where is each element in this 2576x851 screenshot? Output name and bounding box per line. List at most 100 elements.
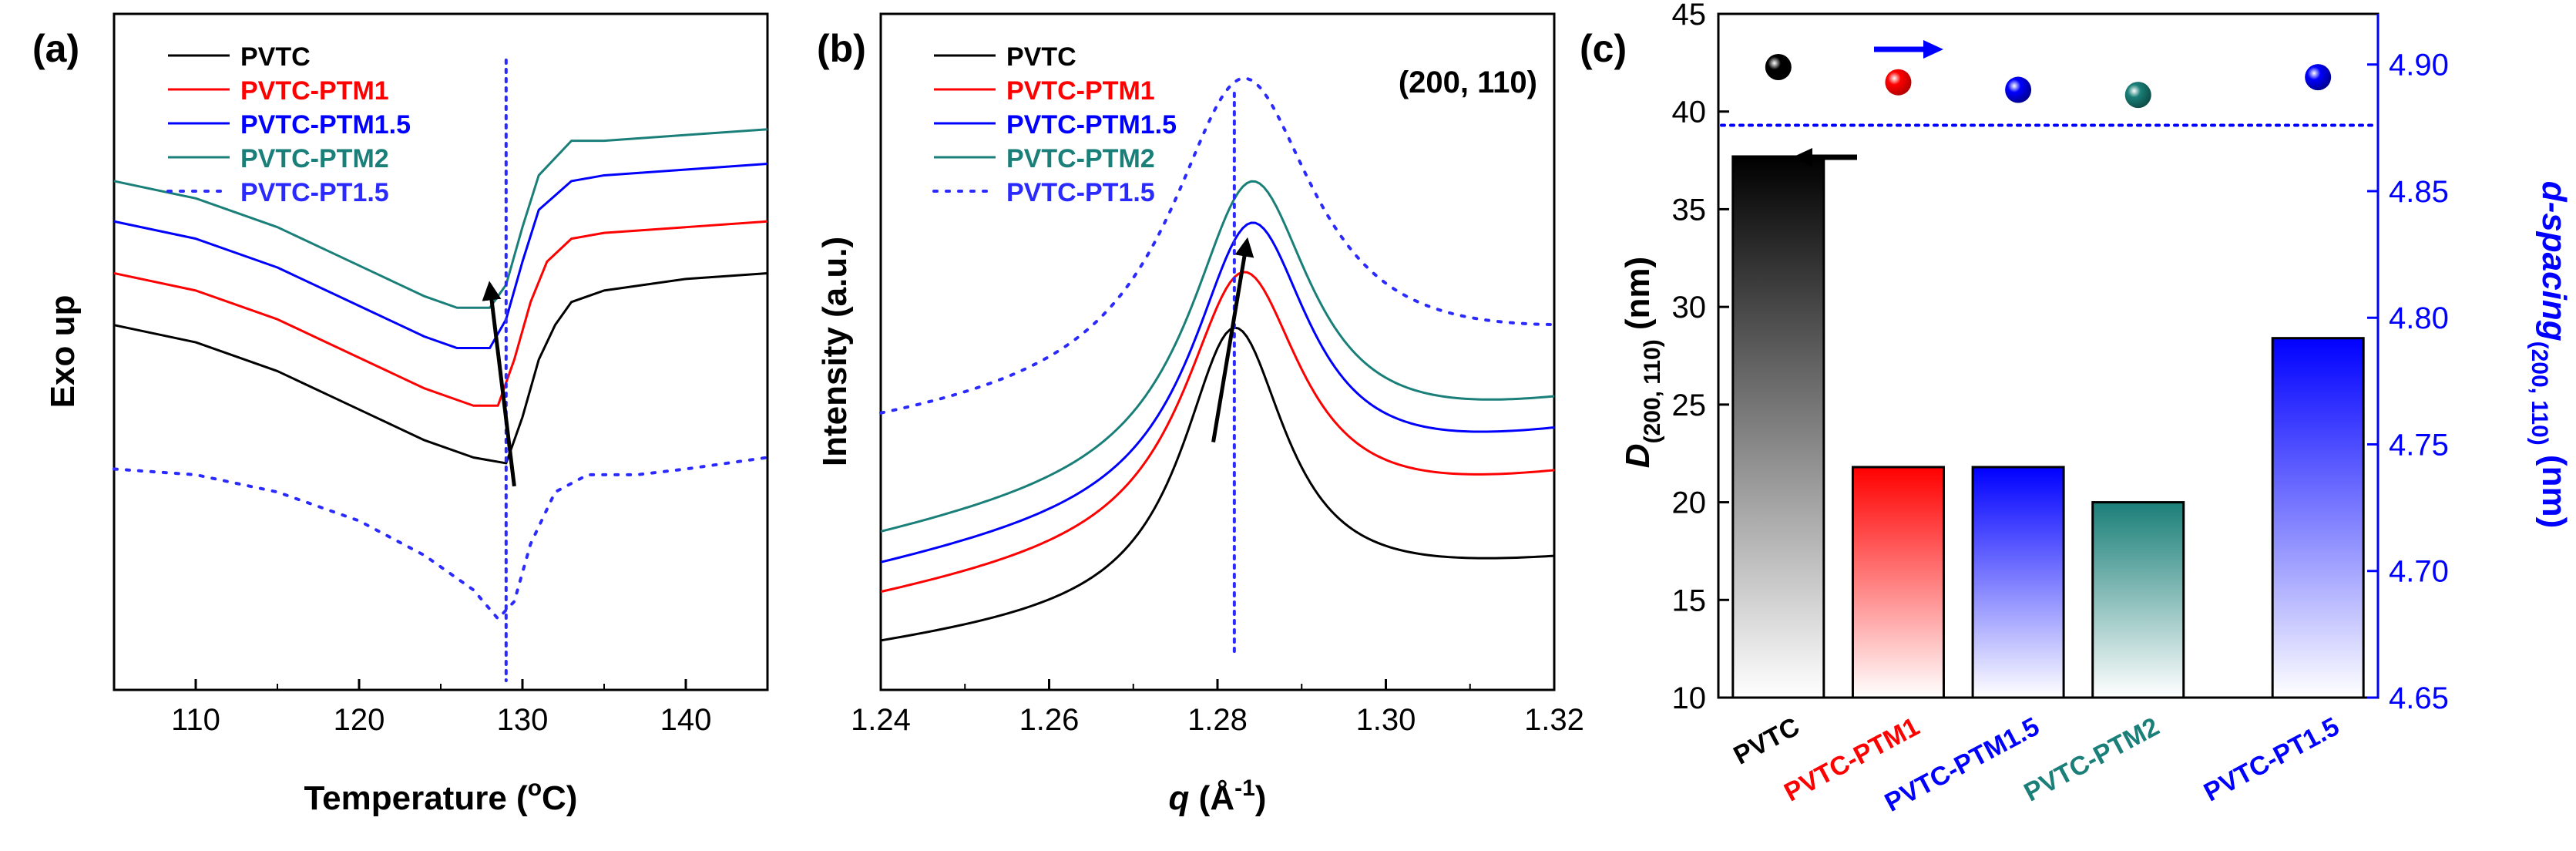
panel-label-a: (a) [32,27,79,70]
panel-c-bars [1720,123,2376,699]
panel-a-series-pvtc-ptm1 [113,220,768,407]
panel-a-xtick-label: 130 [497,703,549,737]
bar-pvtc-ptm1 [1851,466,1945,699]
panel-b-xtick-label: 1.32 [1524,703,1584,737]
right-axis-arrow-icon [1874,40,1943,59]
panel-b-legend-label: PVTC-PT1.5 [1006,178,1155,207]
bar-pvtc-pt1-5 [2271,337,2365,699]
panel-b-xlabel-unit: (Å [1189,779,1234,817]
panel-c-ytick-label: 35 [1672,193,1707,227]
panel-b-series [879,76,1556,657]
panel-c-ytick-label: 15 [1672,584,1707,617]
bar-pvtc [1731,155,1825,699]
category-label-pvtc: PVTC [1729,712,1805,771]
panel-c-y2tick-label: 4.80 [2389,301,2449,335]
panel-c-y2label: d-spacing(200, 110) (nm) [2527,181,2573,528]
panel-label-b: (b) [817,27,866,70]
panel-b-series-pvtc-ptm2 [880,180,1555,533]
panel-c-ytick-label: 40 [1672,96,1707,130]
panel-b-shift-arrow [1211,237,1254,442]
panel-a-xtick-label: 120 [334,703,385,737]
panel-b-legend-label: PVTC-PTM2 [1006,144,1155,173]
panel-c-ytick-label: 10 [1672,681,1707,715]
panel-b-legend-label: PVTC-PTM1 [1006,76,1155,106]
panel-c-y2tick-label: 4.70 [2389,555,2449,589]
panel-a-xtick-label: 140 [660,703,712,737]
panel-c-ylabel-unit: (nm) [1619,257,1657,340]
panel-c-dspacing-points [1765,53,2332,109]
panel-c-y2label-sub: (200, 110) [2527,341,2552,446]
panel-b-xlabel-q: q [1169,779,1190,817]
panel-b-xlabel-sup: -1 [1234,775,1255,801]
panel-b-series-pvtc-ptm1-5 [880,221,1555,563]
panel-a-frame [113,12,769,691]
category-label-pvtc-pt1-5: PVTC-PT1.5 [2199,712,2344,808]
category-label-pvtc-ptm2: PVTC-PTM2 [2020,712,2165,808]
panel-b-series-pvtc-pt1-5 [879,76,1556,415]
point-pvtc-ptm1 [1885,69,1912,96]
panel-a-series-pvtc-ptm1-5 [113,163,768,350]
point-pvtc-ptm1-5 [2005,76,2032,103]
panel-b-xtick-label: 1.30 [1356,703,1416,737]
panel-b-title: (200, 110) [1399,66,1537,99]
panel-a-series-pvtc [113,271,768,465]
panel-b-ylabel: Intensity (a.u.) [816,237,854,466]
panel-b-xtick-label: 1.26 [1019,703,1080,737]
bar-pvtc-ptm1-5 [1971,466,2065,699]
panel-a-legend-label: PVTC-PTM2 [240,144,389,173]
panel-c-y2tick-label: 4.85 [2389,175,2449,209]
panel-c-y2tick-label: 4.75 [2389,428,2449,462]
left-axis-arrow-icon [1792,148,1857,166]
panel-a-x-axis: 110 120 130 140 [113,679,768,737]
panel-c-ylabel-sub: (200, 110) [1640,339,1665,443]
panel-b-xtick-label: 1.24 [851,703,911,737]
panel-label-c: (c) [1580,27,1627,70]
panel-c-ytick-label: 25 [1672,388,1707,422]
panel-c-ylabel: D(200, 110) (nm) [1619,257,1665,468]
panel-a-ylabel: Exo up [44,295,82,409]
panel-c-y2label-d: d-spacing [2535,181,2573,341]
panel-b-legend-label: PVTC-PTM1.5 [1006,110,1177,140]
panel-b-chart: 1.24 1.26 1.28 1.30 1.32 PVTC PVTC-PTM1 PVTC-P… [816,12,1584,817]
panel-b-x-axis: 1.24 1.26 1.28 1.30 1.32 [851,679,1584,737]
panel-c-ytick-label: 20 [1672,486,1707,520]
bar-pvtc-ptm2 [2091,501,2185,699]
panel-a-xlabel: Temperature (oC) [304,775,578,817]
point-pvtc [1765,53,1792,80]
panel-a-legend-label: PVTC [240,42,311,72]
panel-b-xlabel: q (Å-1) [1169,775,1267,817]
panel-c-y2tick-label: 4.90 [2389,49,2449,82]
panel-b-legend-label: PVTC [1006,42,1076,72]
panel-b-series-pvtc-ptm1 [880,271,1555,594]
panel-a-series [113,59,769,682]
panel-c-y2label-unit: (nm) [2535,446,2573,529]
panel-a-shift-arrow [482,281,516,487]
panel-a-xlabel-unit: C) [542,779,577,817]
panel-b-series-pvtc [880,326,1555,642]
point-pvtc-ptm2 [2124,82,2151,109]
panel-a-legend-label: PVTC-PTM1.5 [240,110,411,140]
panel-a-legend-label: PVTC-PTM1 [240,76,389,106]
panel-b-frame [879,12,1556,691]
panel-b-xtick-label: 1.28 [1187,703,1248,737]
panel-c-ylabel-d: D [1619,443,1657,468]
panel-a-series-pvtc-pt1-5 [113,456,769,621]
panel-c-y-axis: 10 15 20 25 30 35 40 45 [1672,0,1729,715]
panel-a-series-pvtc-ptm2 [113,128,768,309]
panel-a-xlabel-main: Temperature ( [304,779,528,817]
panel-a-xlabel-sup: o [528,775,542,801]
panel-a-xtick-label: 110 [171,703,220,737]
panel-c-ytick-label: 45 [1672,0,1707,32]
panel-c-y2tick-label: 4.65 [2389,681,2449,715]
panel-a-legend-label: PVTC-PT1.5 [240,178,389,207]
panel-b-legend: PVTC PVTC-PTM1 PVTC-PTM1.5 PVTC-PTM2 PVTC-PT… [932,42,1177,207]
panel-a-legend: PVTC PVTC-PTM1 PVTC-PTM1.5 PVTC-PTM2 PVTC-PT… [166,42,411,207]
panel-c-chart: 10 15 20 25 30 35 40 45 4.65 4.70 4.75 4.80 4.85 4.9… [1619,0,2573,818]
point-pvtc-pt1-5 [2305,64,2332,91]
panel-c-ytick-label: 30 [1672,291,1707,325]
panel-a-chart: 110 120 130 140 PVTCPVTC-PTM1PVTC-PTM1.5PVT… [44,12,769,817]
panel-c-y2-axis: 4.65 4.70 4.75 4.80 4.85 4.90 [2367,49,2449,715]
panel-b-xlabel-close: ) [1255,779,1267,817]
